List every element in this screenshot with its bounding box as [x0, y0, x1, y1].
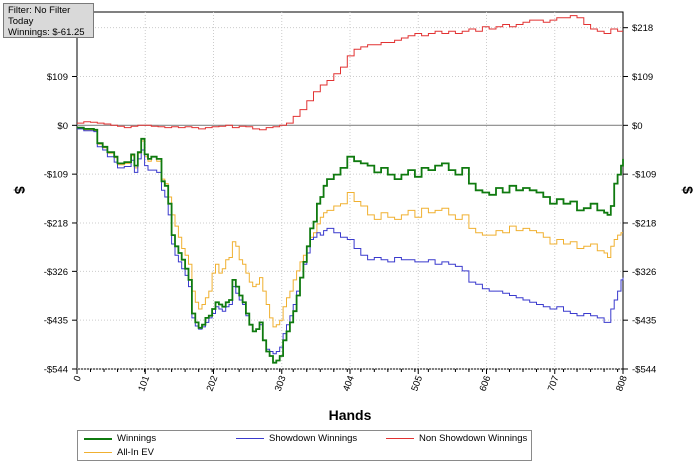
y-tick-label-left: $109 [47, 72, 68, 83]
x-tick-label: 707 [546, 374, 562, 393]
axis-ticks: $218 $109 $0 -$109 -$218 -$326 -$435 -$544 $109 $… [44, 23, 657, 393]
legend-label-winnings: Winnings [117, 433, 157, 444]
x-tick-label: 101 [136, 374, 152, 393]
filter-label: Filter: No Filter [8, 5, 71, 16]
legend-swatch-showdown [236, 438, 264, 439]
filter-info-box: Filter: No Filter Today Winnings: $-61.2… [3, 3, 94, 38]
y-tick-label-right: $0 [632, 121, 643, 132]
x-tick-label: 0 [72, 374, 84, 383]
y-axis-label-left: $ [12, 186, 28, 194]
y-tick-label-left: -$109 [44, 170, 68, 181]
winnings-total-label: Winnings: $-61.25 [8, 27, 85, 38]
legend-label-showdown: Showdown Winnings [269, 433, 358, 444]
legend-swatch-winnings [84, 438, 112, 440]
x-tick-label: 303 [273, 374, 289, 393]
series-line-showdown-winnings [77, 128, 624, 355]
y-tick-label-left: -$218 [44, 218, 68, 229]
y-tick-label-right: -$435 [632, 316, 656, 327]
legend-label-allin-ev: All-In EV [117, 447, 154, 458]
y-tick-label-left: -$544 [44, 365, 68, 376]
y-tick-label-right: -$218 [632, 218, 656, 229]
legend-swatch-allin-ev [84, 452, 112, 453]
date-range-label: Today [8, 16, 34, 27]
y-axis-label-right: $ [680, 186, 696, 194]
x-axis-label: Hands [329, 407, 372, 423]
x-tick-label: 202 [205, 374, 221, 393]
y-tick-label-right: -$544 [632, 365, 656, 376]
series-line-winnings [77, 126, 624, 364]
y-tick-label-right: $218 [632, 23, 653, 34]
y-tick-label-right: -$109 [632, 170, 656, 181]
series-line-non-showdown-winnings [77, 15, 623, 131]
chart-legend: Winnings Showdown Winnings Non Showdown … [77, 430, 532, 461]
y-tick-label-left: $0 [57, 121, 68, 132]
legend-label-non-showdown: Non Showdown Winnings [419, 433, 528, 444]
y-tick-label-right: $109 [632, 72, 653, 83]
y-tick-label-left: -$435 [44, 316, 68, 327]
x-tick-label: 606 [478, 374, 494, 393]
legend-swatch-non-showdown [386, 438, 414, 439]
y-tick-label-left: -$326 [44, 267, 68, 278]
x-tick-label: 505 [409, 374, 425, 393]
x-tick-label: 808 [614, 374, 630, 393]
series-layer [77, 15, 624, 364]
y-tick-label-right: -$326 [632, 267, 656, 278]
x-tick-label: 404 [341, 374, 357, 393]
